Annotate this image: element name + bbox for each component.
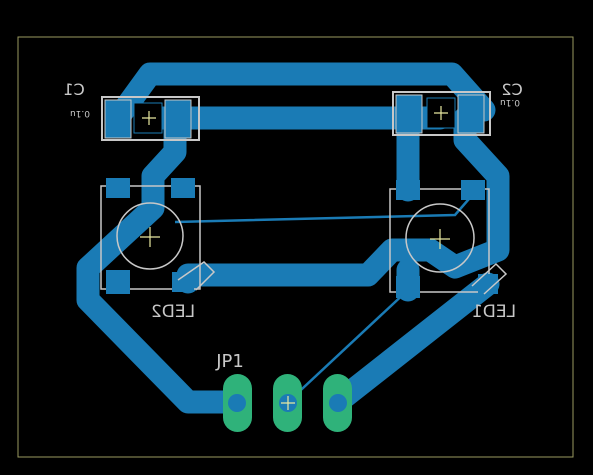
led1-pad-4 [478,274,498,294]
led1-silk-outline [389,188,490,293]
led2-pad-4 [172,272,194,292]
origin-markers [140,106,450,410]
c1-pad-left [104,99,132,139]
c2-silk-outline [392,91,491,136]
led1-pad-3 [396,276,420,298]
led2-footprint: LED2 [100,178,216,322]
c1-value-label: 0.1u [70,108,90,118]
led1-pad-2 [461,180,485,200]
board-outline [17,36,574,458]
led1-pad-1 [396,180,420,200]
jp1-origin-cross [281,396,295,410]
led2-silk-outline [100,185,201,290]
led1-footprint: LED1 [389,180,516,322]
trace-right-loop [176,106,510,294]
c2-pad-left [395,94,423,134]
led1-silk-corner [471,262,508,295]
c1-name-label: C1 [63,80,84,99]
led1-silk-circle [405,203,475,273]
c1-origin-cross [142,111,156,125]
thin-trace-jp1-mid [287,289,409,403]
jp1-drill-3 [329,394,347,412]
c2-pad-right [457,94,485,134]
led2-silk-circle [116,202,184,270]
led2-pad-3 [106,270,130,294]
c2-origin-cross [434,106,448,120]
led2-silk-corner [177,261,216,291]
c1-pad-right [164,99,192,139]
led2-origin-cross [140,227,160,247]
jp1-drill-1 [228,394,246,412]
led2-pad-1 [106,178,130,198]
led2-pad-2 [171,178,195,198]
trace-led1-jp1 [326,272,500,414]
c1-silk-outline [101,96,200,141]
trace-c1-down [76,106,248,414]
c2-name-label: C2 [501,80,522,99]
jp1-name-label: JP1 [215,351,244,372]
led1-origin-cross [430,229,450,249]
led2-name-label: LED2 [151,302,195,322]
c1-footprint: C1 0.1u [63,80,200,141]
led1-name-label: LED1 [472,302,516,322]
c2-value-label: 0.1u [500,97,520,107]
